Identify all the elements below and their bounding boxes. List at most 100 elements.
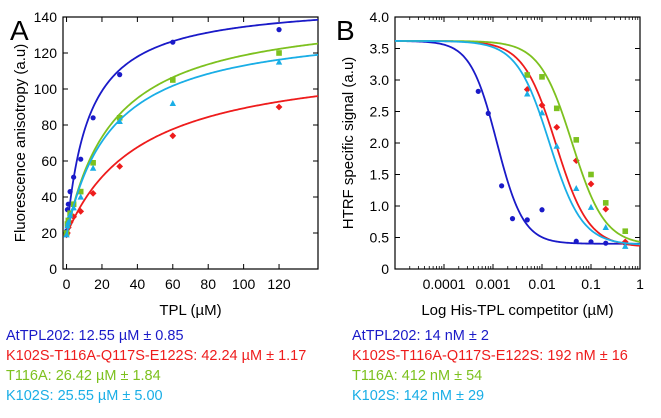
x-tick-label: 80 [200,276,216,292]
legend-b-quadruple-mutant: K102S-T116A-Q117S-E122S: 192 nM ± 16 [352,348,628,364]
data-point [524,72,531,78]
x-tick-label: 60 [165,276,181,292]
data-point [65,218,72,225]
y-tick-label: 1.5 [370,167,390,183]
data-point [71,174,77,180]
y-tick-label: 60 [41,153,57,169]
legend-b-k102s: K102S: 142 nM ± 29 [352,388,485,404]
x-tick-label: 0.0001 [423,276,466,292]
fit-curve [65,95,318,236]
data-point [603,240,609,246]
y-tick-label: 3.0 [370,72,390,88]
data-point [169,100,176,106]
y-axis-label-B: HTRF specific signal (a.u) [340,57,357,230]
data-point [116,163,124,170]
x-tick-label: 20 [94,276,110,292]
x-tick-label: 1 [636,276,644,292]
data-point [70,204,77,211]
legend-b-attpl202: AtTPL202: 14 nM ± 2 [352,328,489,344]
y-tick-label: 20 [41,225,57,241]
fit-curve [395,40,640,246]
x-tick-label: 100 [232,276,256,292]
data-point [485,110,491,116]
data-point [538,109,546,116]
y-tick-label: 1.0 [370,198,390,214]
data-point [77,193,84,200]
data-point [169,132,177,140]
fit-curve [395,40,640,243]
y-tick-label: 80 [41,117,57,133]
y-tick-label: 2.5 [370,104,390,120]
x-axis-label-B: Log His-TPL competitor (µM) [421,302,613,319]
data-point [622,228,629,234]
data-point [509,216,516,222]
data-point [539,207,545,213]
data-point [524,90,531,97]
data-point [553,142,560,149]
data-point [587,180,595,188]
y-tick-label: 120 [34,45,58,61]
panel-label-A: A [10,15,29,46]
data-point [573,184,580,191]
y-tick-label: 4.0 [370,9,390,25]
x-tick-label: 120 [267,276,291,292]
data-point [169,77,176,83]
data-point [602,224,609,231]
data-point [602,205,610,213]
y-tick-label: 0 [381,261,389,277]
y-tick-label: 0 [49,261,57,277]
legend-a-t116a: T116A: 26.42 µM ± 1.84 [6,368,161,384]
plot-area-B [395,40,640,249]
y-tick-label: 140 [34,9,58,25]
data-point [77,208,85,215]
data-point [89,164,97,171]
legend-panel-b: AtTPL202: 14 nM ± 2 K102S-T116A-Q117S-E1… [352,326,628,406]
data-point [67,189,73,195]
plot-frame-B [394,16,641,270]
fit-curve [65,42,318,235]
plot-frame-A [62,16,319,270]
y-axis-label-A: Fluorescence anisotropy (a.u) [12,44,29,242]
data-point [116,115,123,121]
y-tick-label: 100 [34,81,58,97]
x-axis-label-A: TPL (µM) [159,302,221,319]
data-point [538,101,546,109]
data-point [77,188,84,195]
x-tick-label: 0.01 [528,276,555,292]
x-tick-label: 0 [63,276,71,292]
data-point [539,74,545,80]
data-point [65,201,71,207]
data-point [475,88,481,94]
data-point [553,123,561,131]
x-tick-label: 0.001 [475,276,510,292]
data-point [170,39,176,45]
data-point [64,222,71,229]
data-point [116,118,123,124]
fit-curve [395,40,640,245]
data-point [553,105,560,112]
data-point [573,137,580,143]
legend-b-t116a: T116A: 412 nM ± 54 [352,368,483,384]
data-point [90,115,96,121]
data-point [622,242,629,249]
data-point [524,217,530,223]
x-tick-label: 0.1 [581,276,601,292]
fit-curve [65,53,318,235]
data-point [78,156,84,162]
legend-a-k102s: K102S: 25.55 µM ± 5.00 [6,388,163,404]
y-tick-label: 0.5 [370,230,390,246]
data-point [588,239,594,245]
fit-curve [395,40,640,247]
data-point [63,231,70,238]
data-point [276,50,282,56]
legend-a-attpl202: AtTPL202: 12.55 µM ± 0.85 [6,328,184,344]
data-point [587,203,595,210]
data-point [573,238,579,244]
data-point [117,72,123,78]
plot-area-A [63,18,318,239]
legend-panel-a: AtTPL202: 12.55 µM ± 0.85 K102S-T116A-Q1… [6,326,306,406]
x-tick-label: 40 [130,276,146,292]
data-point [588,171,594,178]
y-tick-label: 2.0 [370,135,390,151]
data-point [66,211,74,218]
